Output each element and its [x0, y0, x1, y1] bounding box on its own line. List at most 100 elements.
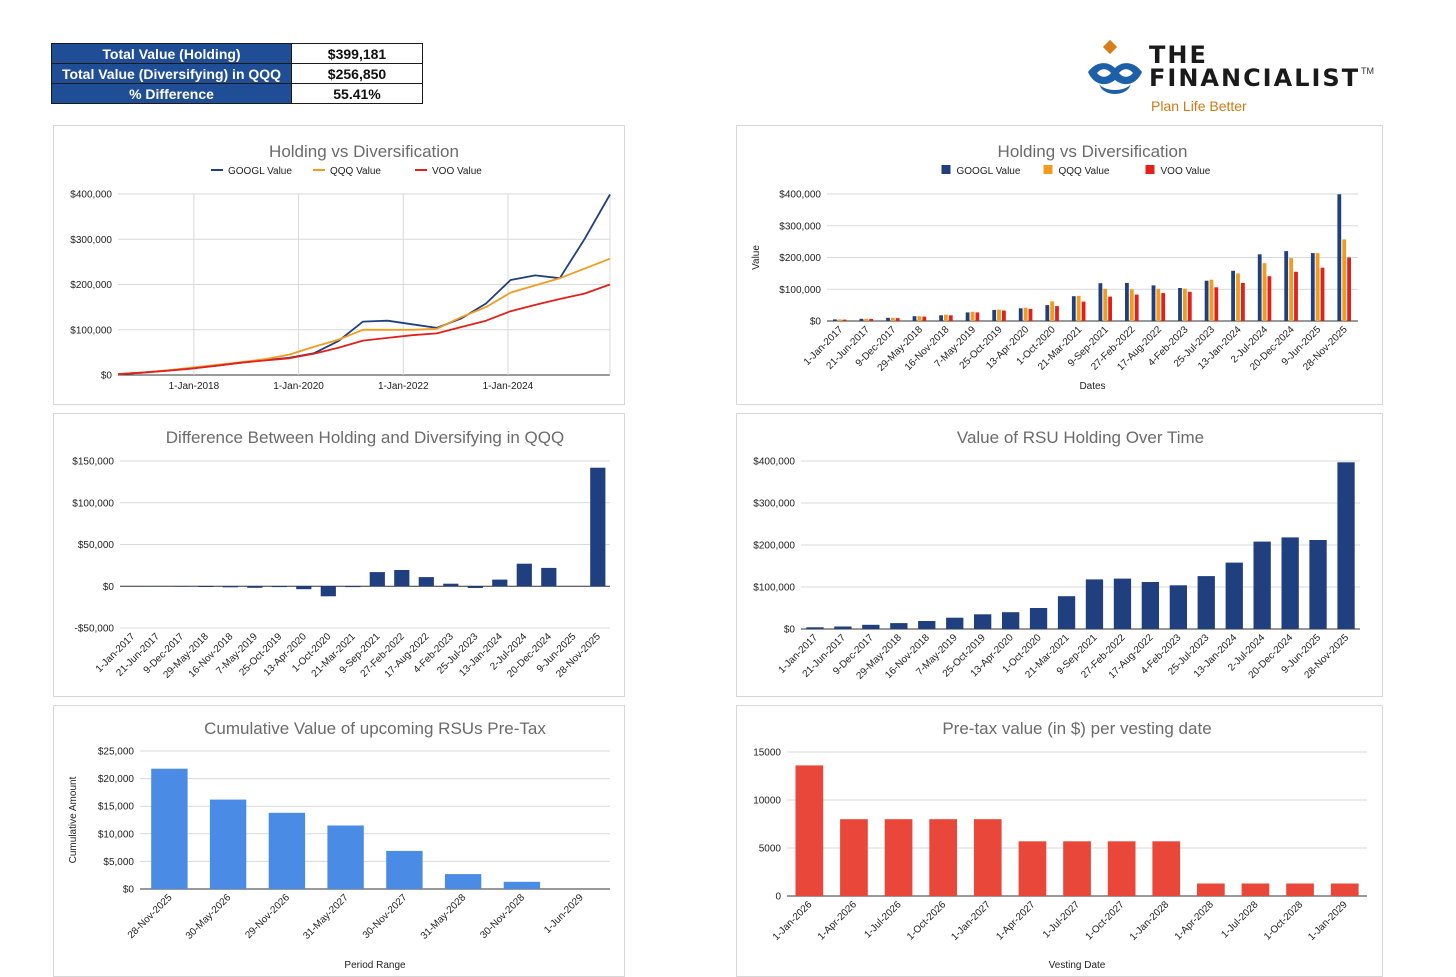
bar	[1268, 276, 1272, 321]
bar	[1103, 289, 1107, 321]
bar	[223, 586, 238, 587]
bar	[1311, 253, 1315, 321]
y-tick-label: $200,000	[70, 280, 112, 291]
bar	[443, 584, 458, 587]
y-tick-label: 15000	[753, 748, 781, 759]
bar	[151, 769, 187, 889]
x-tick-label: 30-Nov-2027	[361, 892, 410, 941]
bar	[838, 319, 842, 321]
bar	[1236, 273, 1240, 321]
bar	[1108, 841, 1136, 896]
x-tick-label: 1-Apr-2026	[816, 899, 859, 942]
bar	[949, 315, 953, 321]
bar	[843, 320, 847, 321]
bar	[890, 623, 907, 629]
legend-label: GOOGL Value	[228, 166, 292, 177]
bar	[1108, 297, 1112, 321]
x-axis-title: Dates	[1079, 381, 1105, 392]
bar	[860, 319, 864, 321]
x-tick-label: 1-Jan-2029	[1306, 899, 1350, 943]
chart-panel-difference: Difference Between Holding and Diversify…	[53, 413, 625, 697]
bar	[1135, 295, 1139, 321]
bar	[1316, 253, 1320, 321]
bar	[1282, 537, 1299, 629]
chart-svg: Pre-tax value (in $) per vesting date050…	[737, 706, 1382, 976]
bar	[1130, 289, 1134, 321]
chart-svg: Difference Between Holding and Diversify…	[54, 414, 624, 696]
bar	[1086, 579, 1103, 629]
bar	[1183, 289, 1187, 321]
bar	[1342, 239, 1346, 321]
bar	[541, 568, 556, 586]
y-tick-label: $100,000	[72, 498, 114, 509]
bar	[1072, 296, 1076, 321]
y-tick-label: $25,000	[98, 747, 135, 758]
x-tick-label: 1-Jul-2026	[862, 899, 903, 940]
bar	[1170, 585, 1187, 629]
y-tick-label: $0	[810, 317, 822, 328]
x-axis-title: Period Range	[344, 960, 406, 971]
bar	[419, 577, 434, 586]
x-tick-label: 1-Jan-2027	[949, 899, 993, 943]
bar	[1284, 251, 1288, 321]
bar	[1263, 263, 1267, 321]
y-axis-title: Value	[751, 245, 762, 270]
summary-label: % Difference	[52, 84, 292, 104]
bar	[896, 318, 900, 321]
bar	[1002, 612, 1019, 629]
bar	[1024, 308, 1028, 321]
bar	[997, 310, 1001, 321]
bar	[1099, 283, 1103, 321]
bar	[918, 621, 935, 629]
bar	[1198, 576, 1215, 629]
legend-label: QQQ Value	[1059, 166, 1110, 177]
bar	[445, 874, 481, 889]
summary-value: 55.41%	[292, 84, 423, 104]
legend-label: VOO Value	[1161, 166, 1211, 177]
bar	[272, 586, 287, 587]
x-tick-label: 30-Nov-2028	[478, 892, 527, 941]
chart-panel-cumulative-rsus: Cumulative Value of upcoming RSUs Pre-Ta…	[53, 705, 625, 977]
x-tick-label: 1-Jan-2024	[483, 381, 534, 392]
x-tick-label: 1-Jan-2028	[1128, 899, 1172, 943]
bar	[971, 312, 975, 321]
bar	[944, 315, 948, 321]
chart-title: Cumulative Value of upcoming RSUs Pre-Ta…	[204, 719, 546, 738]
bar	[1289, 258, 1293, 321]
bar	[862, 625, 879, 629]
bar	[1161, 293, 1165, 321]
bar	[1309, 540, 1326, 629]
bar	[1114, 579, 1131, 629]
bar	[869, 319, 873, 321]
y-tick-label: $200,000	[779, 253, 821, 264]
bar	[939, 315, 943, 321]
legend-swatch	[1146, 165, 1155, 174]
x-tick-label: 1-Jan-2022	[378, 381, 429, 392]
bar	[1210, 280, 1214, 321]
bar	[806, 627, 823, 629]
bar	[885, 819, 913, 896]
bar	[1337, 194, 1341, 321]
x-axis-title: Vesting Date	[1049, 960, 1106, 971]
bar	[1125, 283, 1129, 321]
y-tick-label: $0	[784, 625, 796, 636]
y-tick-label: $10,000	[98, 829, 135, 840]
summary-value: $399,181	[292, 44, 423, 64]
bar	[590, 468, 605, 587]
bar	[1347, 258, 1351, 322]
summary-row: Total Value (Diversifying) in QQQ $256,8…	[52, 64, 423, 84]
summary-row: Total Value (Holding) $399,181	[52, 44, 423, 64]
chart-title: Difference Between Holding and Diversify…	[166, 428, 564, 447]
legend-swatch	[942, 165, 951, 174]
logo-mark-icon	[1085, 38, 1145, 110]
bar	[504, 882, 540, 889]
logo-line-2: FINANCIALIST	[1149, 67, 1360, 90]
bar	[974, 614, 991, 629]
bar	[864, 319, 868, 321]
x-tick-label: 1-Apr-2027	[994, 899, 1037, 942]
bar	[1258, 254, 1262, 321]
